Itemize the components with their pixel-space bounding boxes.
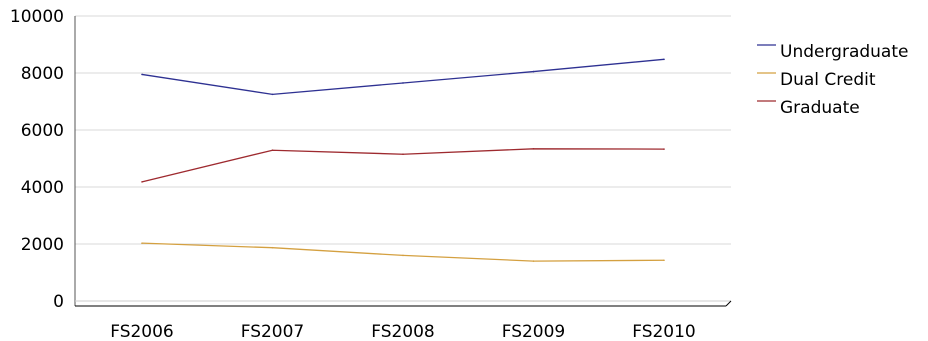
- legend-label-undergraduate: Undergraduate: [780, 42, 908, 62]
- y-tick-label-4000: 4000: [21, 178, 64, 198]
- data-point-dual-credit-FS2008: [402, 254, 404, 257]
- legend-label-dual-credit: Dual Credit: [780, 70, 876, 90]
- x-tick-label-FS2006: FS2006: [110, 322, 174, 341]
- data-point-graduate-FS2006: [141, 181, 143, 183]
- y-tick-label-6000: 6000: [21, 121, 64, 141]
- x-tick-label-FS2008: FS2008: [371, 322, 435, 341]
- data-point-dual-credit-FS2007: [271, 246, 274, 249]
- data-point-undergraduate-FS2007: [271, 93, 274, 96]
- floor-corner-line: [725, 300, 732, 307]
- data-point-dual-credit-FS2010: [663, 259, 665, 262]
- y-tick-label-8000: 8000: [21, 64, 64, 84]
- data-point-dual-credit-FS2009: [532, 260, 535, 262]
- legend: Undergraduate Dual Credit Graduate: [757, 42, 908, 118]
- axes: [74, 16, 732, 307]
- series-line-undergraduate: [141, 58, 665, 96]
- gridlines: [75, 15, 731, 245]
- x-tick-label-FS2010: FS2010: [632, 322, 696, 341]
- data-point-graduate-FS2008: [402, 153, 404, 156]
- data-point-undergraduate-FS2010: [663, 58, 665, 61]
- x-tick-label-FS2007: FS2007: [241, 322, 305, 341]
- data-point-undergraduate-FS2008: [402, 82, 404, 84]
- series-line-dual-credit: [141, 242, 665, 262]
- y-tick-labels: 0 2000 4000 6000 8000 10000: [10, 7, 64, 312]
- data-point-undergraduate-FS2006: [141, 73, 143, 76]
- legend-label-graduate: Graduate: [780, 98, 860, 118]
- series-lines: [141, 58, 665, 262]
- x-tick-labels: FS2006 FS2007 FS2008 FS2009 FS2010: [110, 322, 696, 341]
- y-tick-label-10000: 10000: [10, 7, 64, 27]
- data-point-graduate-FS2007: [271, 149, 274, 152]
- x-tick-label-FS2009: FS2009: [502, 322, 566, 341]
- y-tick-label-2000: 2000: [21, 235, 64, 255]
- data-point-graduate-FS2009: [532, 148, 535, 150]
- data-point-undergraduate-FS2009: [532, 70, 535, 73]
- data-point-graduate-FS2010: [663, 148, 665, 150]
- data-point-dual-credit-FS2006: [141, 242, 143, 244]
- y-tick-label-0: 0: [53, 292, 64, 312]
